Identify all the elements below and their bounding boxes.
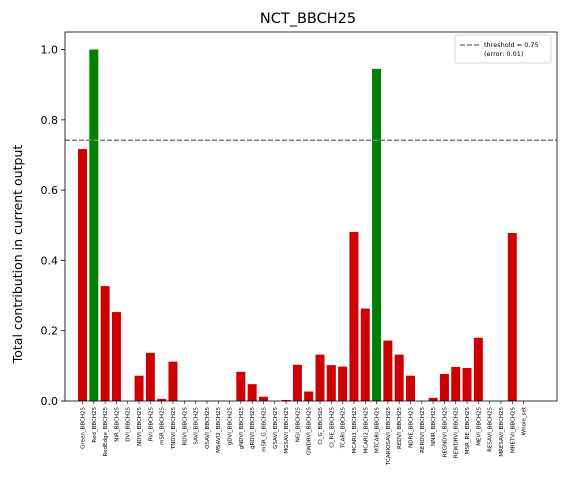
legend-entry-error: (error: 0.01) (484, 50, 523, 58)
bar-23 (338, 366, 348, 401)
x-tick-label-11: OSAVI_BBCH25 (205, 407, 211, 449)
bar-2 (100, 286, 110, 401)
x-tick-label-32: REGNDVI_BBCH25 (442, 407, 448, 458)
x-tick-label-34: MSR_RE_BBCH25 (465, 407, 471, 455)
bar-35 (473, 337, 483, 401)
x-tick-label-2: RedEdge_BBCH25 (103, 407, 109, 457)
x-tick-label-30: RERDVI_BBCH25 (420, 407, 426, 453)
bar-20 (304, 391, 314, 401)
x-tick-label-3: NIR_BBCH25 (114, 407, 120, 442)
bar-5 (134, 375, 144, 401)
y-tick-label-3: 0.6 (41, 184, 59, 197)
bar-8 (168, 361, 178, 401)
bar-18 (281, 399, 291, 401)
bar-7 (157, 398, 167, 401)
x-tick-label-18: MGSAVI_BBCH25 (284, 407, 290, 454)
x-tick-label-14: gNDVI_BBCH25 (239, 407, 245, 450)
x-tick-label-5: NDVI_BBCH25 (137, 407, 143, 446)
x-tick-label-31: NNIR_BBCH25 (431, 407, 437, 446)
legend-entry-threshold: threshold = 0.75 (484, 41, 539, 49)
y-axis-label: Total contribution in current output (10, 145, 25, 365)
x-tick-label-15: gRDVI_BBCH25 (250, 407, 256, 450)
x-tick-label-9: RDVI_BBCH25 (182, 407, 188, 446)
y-tick-label-4: 0.8 (41, 114, 59, 127)
x-tick-label-12: MSAVI2_BBCH25 (216, 407, 222, 453)
x-tick-label-19: NGI_BBCH25 (295, 407, 301, 443)
x-tick-label-25: MCARI2_BBCH25 (363, 407, 369, 454)
x-tick-label-38: MRETVI_BBCH25 (510, 407, 516, 453)
x-tick-label-6: RVI_BBCH25 (148, 407, 154, 442)
x-tick-label-23: TCARI_BBCH25 (341, 407, 347, 450)
bar-0 (78, 149, 87, 401)
x-tick-label-0: Green_BBCH25 (81, 407, 87, 449)
bar-3 (111, 312, 121, 401)
bar-6 (145, 352, 155, 401)
bar-27 (383, 340, 393, 401)
legend: threshold = 0.75 (error: 0.01) (454, 34, 552, 64)
bar-14 (236, 371, 246, 401)
x-tick-label-29: NDRE_BBCH25 (408, 407, 414, 448)
bar-34 (462, 367, 472, 401)
x-tick-label-20: GWDRVI_BBCH25 (307, 407, 313, 456)
y-tick-label-1: 0.2 (41, 325, 59, 338)
x-tick-label-16: mSR_G_BBCH25 (261, 407, 267, 452)
x-tick-label-33: REWDRVI_BBCH25 (454, 407, 460, 459)
x-tick-label-22: CI_RE_BBCH25 (329, 407, 335, 448)
x-tick-label-35: MEVI_BBCH25 (476, 407, 482, 446)
x-tick-label-27: TCARIOSAVI_BBCH25 (386, 407, 392, 466)
x-tick-label-4: DVI_BBCH25 (126, 407, 132, 442)
x-tick-label-10: SAVI_BBCH25 (194, 407, 200, 445)
bar-31 (428, 397, 438, 401)
bar-16 (258, 396, 268, 401)
x-tick-label-21: CI_G_BBCH25 (318, 407, 324, 445)
bar-1 (89, 49, 99, 401)
y-tick-label-2: 0.4 (41, 254, 59, 267)
plot-frame (64, 31, 558, 402)
bar-22 (326, 365, 336, 401)
bar-32 (439, 373, 449, 401)
y-tick-label-0: 0.0 (41, 395, 59, 408)
x-tick-label-17: GSAVI_BBCH25 (273, 407, 279, 449)
x-tick-label-39: Whole_set (522, 406, 528, 435)
bar-38 (507, 233, 517, 401)
x-tick-label-28: REDVI_BBCH25 (397, 407, 403, 449)
bar-21 (315, 354, 325, 401)
bar-29 (405, 375, 415, 401)
x-tick-label-1: Red_BBCH25 (92, 407, 98, 443)
bar-15 (247, 384, 257, 401)
bar-24 (349, 231, 359, 401)
legend-box (454, 34, 552, 64)
chart-title: NCT_BBCH25 (260, 11, 356, 27)
x-tick-label-36: RESAVI_BBCH25 (488, 406, 494, 451)
y-tick-label-5: 1.0 (41, 44, 59, 57)
bar-19 (292, 364, 302, 401)
bar-26 (372, 68, 382, 402)
x-tick-label-37: MRESAVI_BBCH25 (499, 407, 505, 457)
bar-25 (360, 308, 370, 401)
bar-33 (451, 366, 461, 401)
bar-28 (394, 354, 404, 401)
x-tick-label-24: MCARI1_BBCH25 (352, 407, 358, 454)
x-tick-label-7: mSR_BBCH25 (160, 407, 166, 445)
x-tick-label-8: TNDVI_BBCH25 (171, 407, 177, 451)
x-tick-label-13: gDVI_BBCH25 (228, 407, 234, 446)
x-tick-label-26: MTCARI_BBCH25 (375, 407, 381, 454)
